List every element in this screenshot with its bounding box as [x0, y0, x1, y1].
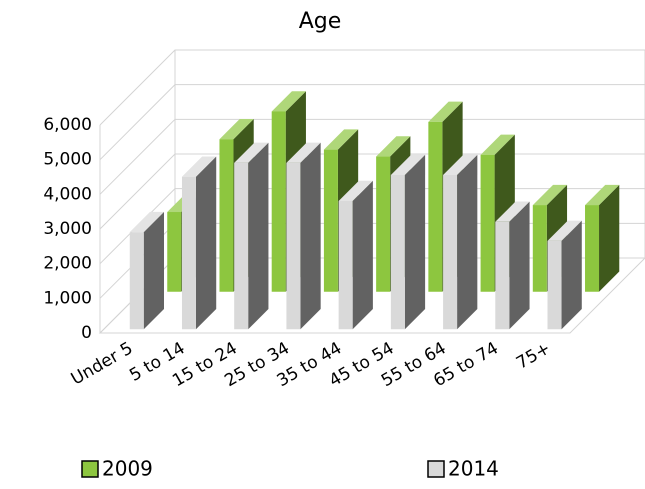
bar-front [181, 176, 196, 330]
bar-top [585, 184, 620, 206]
x-tick-label: 75+ [513, 338, 554, 373]
x-tick-label: Under 5 [68, 338, 137, 389]
bar-top [271, 91, 306, 112]
bar-top [376, 136, 411, 157]
bar-side [143, 211, 164, 330]
legend-swatch [81, 460, 99, 478]
y-tick-label: 6,000 [43, 115, 92, 135]
y-tick-label: 5,000 [43, 150, 92, 170]
bar-top [181, 156, 217, 177]
bar [547, 220, 582, 330]
legend-label: 2014 [448, 457, 499, 481]
bar-front [376, 156, 391, 292]
bar-side [248, 142, 269, 330]
bar-top [480, 134, 515, 155]
bar-top [428, 101, 463, 122]
bar-front [167, 212, 182, 292]
bar-top [286, 142, 321, 163]
bar-side [352, 180, 373, 330]
bar-top [338, 180, 373, 201]
bar-top [234, 142, 269, 163]
bar [338, 180, 373, 330]
chart-title: Age [299, 9, 342, 34]
bar-side [561, 220, 582, 330]
bar-front [443, 174, 458, 330]
bar [286, 142, 321, 330]
bar-side [404, 154, 426, 330]
y-tick-label: 0 [81, 323, 92, 343]
bar-front [338, 200, 353, 330]
bar [234, 142, 269, 330]
bar-front [129, 232, 144, 330]
bar-side [599, 184, 620, 292]
bar-front [286, 162, 301, 330]
grid-line [99, 49, 645, 126]
bar-front [219, 139, 234, 292]
bar-side [509, 201, 530, 330]
bar [390, 154, 426, 330]
y-tick-label: 3,000 [43, 219, 92, 239]
bar-front [390, 174, 405, 330]
bar [129, 211, 164, 330]
bar-front [234, 162, 249, 330]
bar-front [271, 111, 286, 292]
bar-front [495, 221, 510, 330]
y-tick-label: 2,000 [43, 254, 92, 274]
bar-top [323, 129, 359, 150]
bar-top [532, 184, 568, 206]
bar-top [443, 154, 478, 175]
bar-front [532, 205, 547, 292]
bar-top [495, 201, 530, 222]
bar-front [428, 121, 443, 292]
bar-top [390, 154, 426, 175]
bar [443, 154, 478, 330]
legend-swatch [427, 460, 445, 478]
y-tick-label: 1,000 [43, 288, 92, 308]
bar-front [585, 205, 600, 292]
bar-side [457, 154, 478, 330]
bar-front [547, 240, 562, 330]
bar-top [129, 211, 164, 233]
bar-top [547, 220, 582, 241]
bar-side [300, 142, 321, 330]
bar-side [195, 156, 217, 330]
grid-line [99, 84, 645, 161]
bar-front [480, 154, 495, 292]
bar-top [219, 118, 254, 140]
legend-label: 2009 [102, 457, 153, 481]
bar [495, 201, 530, 330]
bar-front [323, 149, 338, 292]
bar [181, 156, 217, 330]
bar [585, 184, 620, 292]
y-tick-label: 4,000 [43, 184, 92, 204]
